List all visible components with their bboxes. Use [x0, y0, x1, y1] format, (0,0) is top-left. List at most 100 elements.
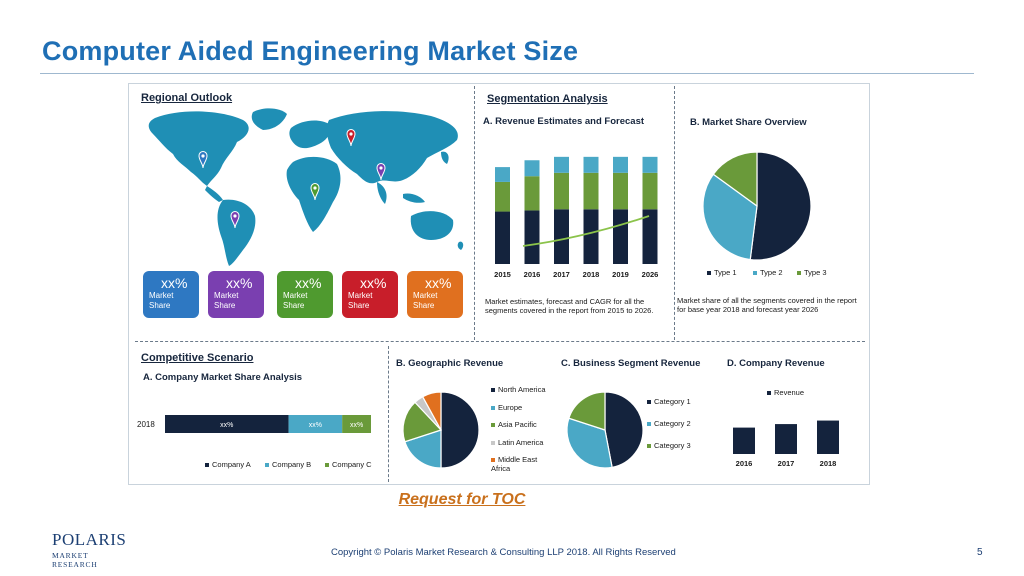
revenue-bar-segment	[524, 210, 540, 264]
market-share-slice	[749, 151, 812, 261]
page-number: 5	[977, 547, 983, 558]
copyright-footer: Copyright © Polaris Market Research & Co…	[331, 547, 676, 558]
business-segment-slice	[568, 391, 606, 431]
map-pin-north-america	[198, 151, 208, 169]
legend-category-1: Category 1	[647, 397, 691, 406]
legend-company-b: Company B	[265, 460, 311, 469]
revenue-bar-segment	[613, 156, 628, 173]
company-share-segment	[288, 415, 343, 433]
request-toc-link[interactable]: Request for TOC	[398, 491, 526, 508]
revenue-tick-label: 2018	[583, 270, 600, 279]
polaris-logo: POLARIS MARKET RESEARCH	[52, 530, 127, 569]
company-share-segment	[165, 415, 289, 433]
geographic-revenue-pie	[402, 391, 480, 469]
map-pin-asia	[376, 163, 386, 181]
divider-company-geo	[388, 346, 389, 482]
revenue-bar-segment	[642, 156, 658, 173]
legend-type-1: Type 1	[707, 268, 737, 277]
world-map	[148, 108, 464, 266]
legend-revenue: Revenue	[767, 388, 804, 397]
divider-revenue-share	[674, 86, 675, 340]
regional-share-card: xx% Market Share	[143, 271, 199, 318]
geographic-slice	[440, 391, 480, 469]
map-pin-europe	[346, 129, 356, 147]
revenue-bar-segment	[554, 209, 569, 264]
market-share-caption: Market share of all the segments covered…	[677, 296, 857, 314]
business-segment-pie	[566, 391, 644, 469]
revenue-bar-segment	[642, 209, 658, 264]
business-segment-slice	[566, 417, 613, 469]
divider-horizontal	[135, 341, 865, 342]
revenue-bar-segment	[642, 172, 658, 210]
legend-north-america: North America	[491, 385, 546, 394]
regional-share-card: xx% Market Share	[407, 271, 463, 318]
market-infographic: Regional Outlook	[128, 83, 870, 485]
legend-type-3: Type 3	[797, 268, 827, 277]
slide-title: Computer Aided Engineering Market Size	[42, 36, 579, 66]
company-revenue-bar	[775, 424, 797, 454]
company-revenue-chart: 2016 2017 2018	[733, 420, 839, 468]
legend-latin-america: Latin America	[491, 438, 543, 447]
geographic-slice	[404, 429, 442, 469]
regional-outlook-heading: Regional Outlook	[141, 92, 233, 104]
revenue-bar-segment	[583, 172, 599, 210]
segmentation-heading: Segmentation Analysis	[487, 93, 608, 105]
revenue-bar-segment	[583, 209, 599, 264]
revenue-bar-segment	[495, 167, 510, 182]
regional-share-card: xx% Market Share	[277, 271, 333, 318]
revenue-tick-label: 2019	[612, 270, 629, 279]
company-share-bar: 2018 xx% xx% xx%	[137, 415, 371, 433]
revenue-tick-label: 2016	[524, 270, 541, 279]
company-share-value-label: xx%	[350, 422, 363, 429]
revenue-bar-segment	[554, 156, 569, 173]
company-share-segment	[342, 415, 371, 433]
market-share-pie	[702, 151, 812, 261]
legend-category-3: Category 3	[647, 441, 691, 450]
geographic-revenue-title: B. Geographic Revenue	[396, 358, 504, 369]
legend-type-2: Type 2	[753, 268, 783, 277]
regional-share-card: xx% Market Share	[342, 271, 398, 318]
business-segment-slice	[604, 391, 644, 469]
market-share-slice	[712, 151, 758, 208]
title-divider	[40, 73, 974, 74]
revenue-tick-label: 2017	[553, 270, 570, 279]
geographic-slice	[421, 391, 442, 431]
regional-share-card: xx% Market Share	[208, 271, 264, 318]
company-share-value-label: xx%	[220, 422, 233, 429]
legend-company-c: Company C	[325, 460, 372, 469]
company-revenue-title: D. Company Revenue	[727, 358, 825, 369]
legend-asia-pacific: Asia Pacific	[491, 420, 537, 429]
company-revenue-tick-label: 2016	[736, 459, 753, 468]
revenue-bar-segment	[495, 211, 510, 264]
legend-company-a: Company A	[205, 460, 251, 469]
market-share-title: B. Market Share Overview	[690, 117, 807, 128]
business-segment-title: C. Business Segment Revenue	[561, 358, 701, 369]
revenue-bar-segment	[524, 176, 540, 211]
divider-regional-segmentation	[474, 86, 475, 340]
company-share-title: A. Company Market Share Analysis	[143, 372, 303, 383]
revenue-forecast-caption: Market estimates, forecast and CAGR for …	[485, 297, 654, 315]
company-revenue-bar	[733, 427, 755, 454]
map-pin-south-america	[230, 211, 240, 229]
company-share-value-label: xx%	[309, 422, 322, 429]
company-revenue-bar	[817, 420, 839, 454]
geographic-slice	[402, 401, 443, 443]
revenue-bar-segment	[524, 160, 540, 177]
revenue-tick-label: 2015	[494, 270, 511, 279]
company-revenue-tick-label: 2018	[820, 459, 837, 468]
revenue-bar-segment	[495, 181, 510, 212]
revenue-forecast-chart: 2015 2016 2017 2018 2019 2026	[494, 156, 659, 279]
revenue-bar-segment	[583, 156, 599, 173]
revenue-tick-label: 2026	[642, 270, 659, 279]
company-share-year-label: 2018	[137, 420, 155, 429]
revenue-forecast-title: A. Revenue Estimates and Forecast	[483, 116, 645, 127]
map-pin-africa	[310, 183, 320, 201]
legend-europe: Europe	[491, 403, 522, 412]
legend-category-2: Category 2	[647, 419, 691, 428]
legend-middle-east-africa: Middle East Africa	[491, 455, 538, 473]
revenue-bar-segment	[554, 172, 569, 210]
market-share-slice	[702, 173, 758, 261]
competitive-scenario-heading: Competitive Scenario	[141, 352, 254, 364]
revenue-bar-segment	[613, 172, 628, 210]
company-revenue-tick-label: 2017	[778, 459, 795, 468]
